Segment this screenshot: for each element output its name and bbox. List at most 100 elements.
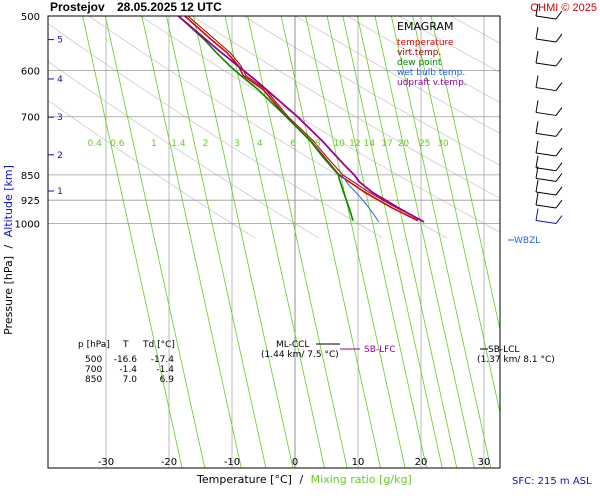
mixing-ratio-line (280, 16, 381, 468)
mixing-ratio-label: 6 (290, 139, 296, 149)
wind-barb-shaft (535, 62, 557, 67)
pressure-tick-label: 925 (21, 196, 40, 207)
sounding-table: p [hPa] T Td [°C] 500 -16.6 -17.4 700 -1… (78, 340, 175, 385)
mixing-ratio-line (82, 16, 183, 468)
temperature-tick-label: -30 (98, 457, 114, 468)
temperature-tick-label: 30 (478, 457, 491, 468)
dry-adiabat-line (346, 16, 500, 103)
dry-adiabat-line (398, 16, 500, 73)
table-cell: 850 (85, 375, 102, 385)
x-label-temp: Temperature [°C] (196, 473, 292, 486)
table-cell: 700 (85, 365, 102, 375)
wind-barb-tip (555, 199, 563, 209)
ml-ccl-annotation: ML-CCL (1.44 km/ 7.5 °C) (261, 340, 340, 360)
wind-barb-flag (535, 192, 539, 206)
surface-elevation: SFC: 215 m ASL (512, 476, 592, 487)
mixing-ratio-label: 1.4 (171, 139, 186, 149)
mixing-ratio-label: 12 (349, 139, 360, 149)
mixing-ratio-line (141, 16, 242, 468)
mixing-ratio-label: 2 (203, 139, 209, 149)
mixing-ratio-label: 1 (151, 139, 157, 149)
updraft-line (177, 16, 425, 223)
wind-barbs (535, 3, 563, 225)
table-cell: -17.4 (151, 355, 175, 365)
wind-barb-tip (555, 186, 563, 196)
wind-barb-shaft (535, 204, 557, 209)
y-label-sep: / (2, 244, 15, 248)
wind-barb-shaft (535, 220, 557, 225)
wind-barb-flag (535, 75, 539, 88)
dry-adiabat-line (48, 99, 256, 239)
wind-barb-flag (535, 121, 539, 134)
wind-barb-tip (555, 147, 563, 157)
wind-barb-shaft (535, 87, 557, 92)
mixing-ratio-line (342, 16, 443, 468)
wind-barb-flag (535, 179, 539, 193)
wind-barb-shaft (535, 132, 557, 137)
dry-adiabat-line (48, 60, 320, 239)
dry-adiabat-line (243, 16, 500, 166)
altitude-tick-label: 4 (57, 75, 63, 85)
wind-barb-shaft (535, 191, 557, 196)
sounding-datetime: 28.05.2025 12 UTC (117, 0, 222, 14)
legend-virt-temp: virt.temp. (397, 48, 441, 58)
mixing-ratio-line (166, 16, 267, 468)
legend-temperature: temperature (397, 38, 454, 48)
y-label-altitude: Altitude [km] (2, 165, 15, 237)
wbzl-label: WBZL (514, 236, 540, 246)
altitude-tick-labels: 1 2 3 4 5 (48, 36, 63, 197)
mixing-ratio-line (326, 16, 427, 468)
isotherms (105, 16, 485, 468)
mixing-ratio-label: 14 (364, 139, 376, 149)
pressure-tick-label: 1000 (15, 220, 40, 231)
dry-adiabat-line (294, 16, 500, 134)
pressure-tick-label: 850 (21, 171, 40, 182)
wind-barb-tip (555, 107, 563, 116)
x-label-mixing: Mixing ratio [g/kg] (311, 473, 412, 486)
wind-barb-tip (555, 215, 563, 224)
mixing-ratio-label: 17 (381, 139, 392, 149)
table-cell: 6.9 (160, 375, 175, 385)
pressure-tick-label: 600 (21, 67, 40, 78)
mixing-ratio-label: 0.6 (110, 139, 125, 149)
wind-barb-shaft (535, 152, 557, 157)
table-cell: -16.6 (114, 355, 138, 365)
mixing-ratio-line (356, 16, 458, 468)
x-label-sep: / (299, 473, 303, 486)
mixing-ratio-label: 0.4 (87, 139, 102, 149)
wind-barb-flag (535, 26, 539, 40)
sb-lfc-label: SB-LFC (364, 345, 396, 355)
dry-adiabat-line (139, 16, 500, 233)
wind-barb-shaft (535, 111, 557, 116)
altitude-tick-label: 3 (57, 113, 63, 123)
mixing-ratio-label: 10 (333, 139, 345, 149)
wind-barb-tip (555, 57, 563, 67)
wind-barb-tip (555, 162, 563, 172)
temperature-tick-label: 20 (415, 457, 428, 468)
altitude-tick-label: 1 (57, 187, 63, 197)
table-cell: 500 (85, 355, 102, 365)
mixing-ratio-line (305, 16, 406, 468)
legend-dew-point: dew point (397, 58, 442, 68)
table-header-p: p [hPa] (78, 340, 110, 350)
wind-barb-flag (535, 100, 539, 113)
mixing-ratio-line (430, 16, 500, 332)
sb-lcl-annotation: SB-LCL (1.37 km/ 8.1 °C) (477, 345, 555, 365)
legend: EMAGRAM temperature virt.temp. dew point… (397, 20, 467, 88)
mixing-ratio-label: 4 (257, 139, 263, 149)
mixing-ratio-lines (82, 16, 500, 468)
temperature-tick-label: 0 (292, 457, 298, 468)
mixing-ratio-line (412, 16, 500, 415)
wind-barb-shaft (535, 167, 557, 172)
dew-point-line (177, 16, 354, 221)
wind-barb-shaft (535, 38, 557, 43)
pressure-tick-labels: 500 600 700 850 925 1000 (15, 12, 40, 231)
table-header-td: Td [°C] (142, 340, 175, 350)
wind-barb-tip (555, 128, 563, 137)
dry-adiabats (48, 16, 500, 239)
station-name: Prostejov (50, 0, 105, 14)
mixing-ratio-line (390, 16, 492, 468)
legend-wet-bulb: wet bulb temp. (397, 68, 465, 78)
pressure-tick-label: 700 (21, 113, 40, 124)
